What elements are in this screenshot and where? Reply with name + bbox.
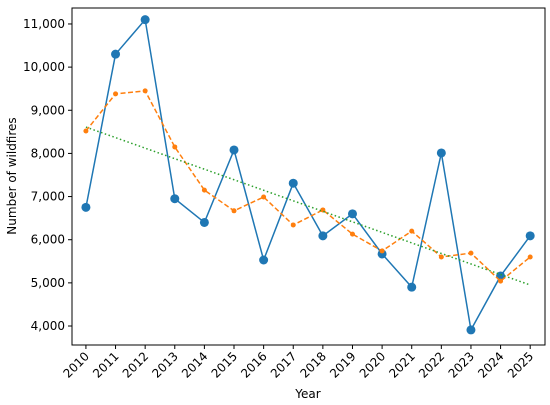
series-marker [231,208,237,214]
y-tick-label: 5,000 [31,276,65,290]
x-tick-label: 2024 [475,349,506,380]
x-tick-label: 2015 [209,349,240,380]
series-marker [379,248,385,254]
series-marker [347,209,357,219]
series-marker [81,202,91,212]
x-tick-label: 2013 [149,349,180,380]
x-tick-label: 2018 [297,349,328,380]
x-tick-label: 2021 [386,349,417,380]
y-tick-label: 6,000 [31,233,65,247]
series-marker [525,231,535,241]
y-tick-label: 9,000 [31,103,65,117]
plot-frame [71,7,546,346]
x-tick-label: 2022 [416,349,447,380]
series-line [85,126,531,286]
x-tick-label: 2017 [268,349,299,380]
y-tick-label: 11,000 [23,17,65,31]
series-marker [436,148,446,158]
x-axis-label: Year [294,387,320,401]
series-marker [140,15,150,25]
series-marker [468,250,474,256]
x-tick-label: 2016 [238,349,269,380]
y-tick-label: 7,000 [31,190,65,204]
series-marker [142,88,148,94]
series-marker [83,128,89,134]
series-marker [199,217,209,227]
series-marker [229,145,239,155]
x-tick-label: 2014 [179,349,210,380]
x-tick-label: 2019 [327,349,358,380]
series-marker [318,231,328,241]
series-marker [349,231,355,237]
series-line [85,17,531,333]
series-line [85,90,531,283]
series-marker [498,278,504,284]
series-marker [170,194,180,204]
y-tick-label: 4,000 [31,319,65,333]
series-marker [111,49,121,59]
series-marker [438,254,444,260]
series-marker [259,255,269,265]
series-marker [288,178,298,188]
series-marker [261,194,267,200]
y-tick-label: 10,000 [23,60,65,74]
x-tick-label: 2012 [120,349,151,380]
x-tick-label: 2020 [357,349,388,380]
y-axis-label: Number of wildfires [5,117,19,234]
y-tick-label: 8,000 [31,146,65,160]
series-marker [113,91,119,97]
series-marker [527,254,533,260]
series-marker [201,187,207,193]
series-marker [466,325,476,335]
series-marker [407,282,417,292]
x-tick-label: 2011 [90,349,121,380]
x-tick-label: 2025 [505,349,536,380]
series-marker [172,144,178,150]
series-marker [409,228,415,234]
series-marker [290,222,296,228]
x-tick-label: 2010 [61,349,92,380]
x-tick-label: 2023 [446,349,477,380]
